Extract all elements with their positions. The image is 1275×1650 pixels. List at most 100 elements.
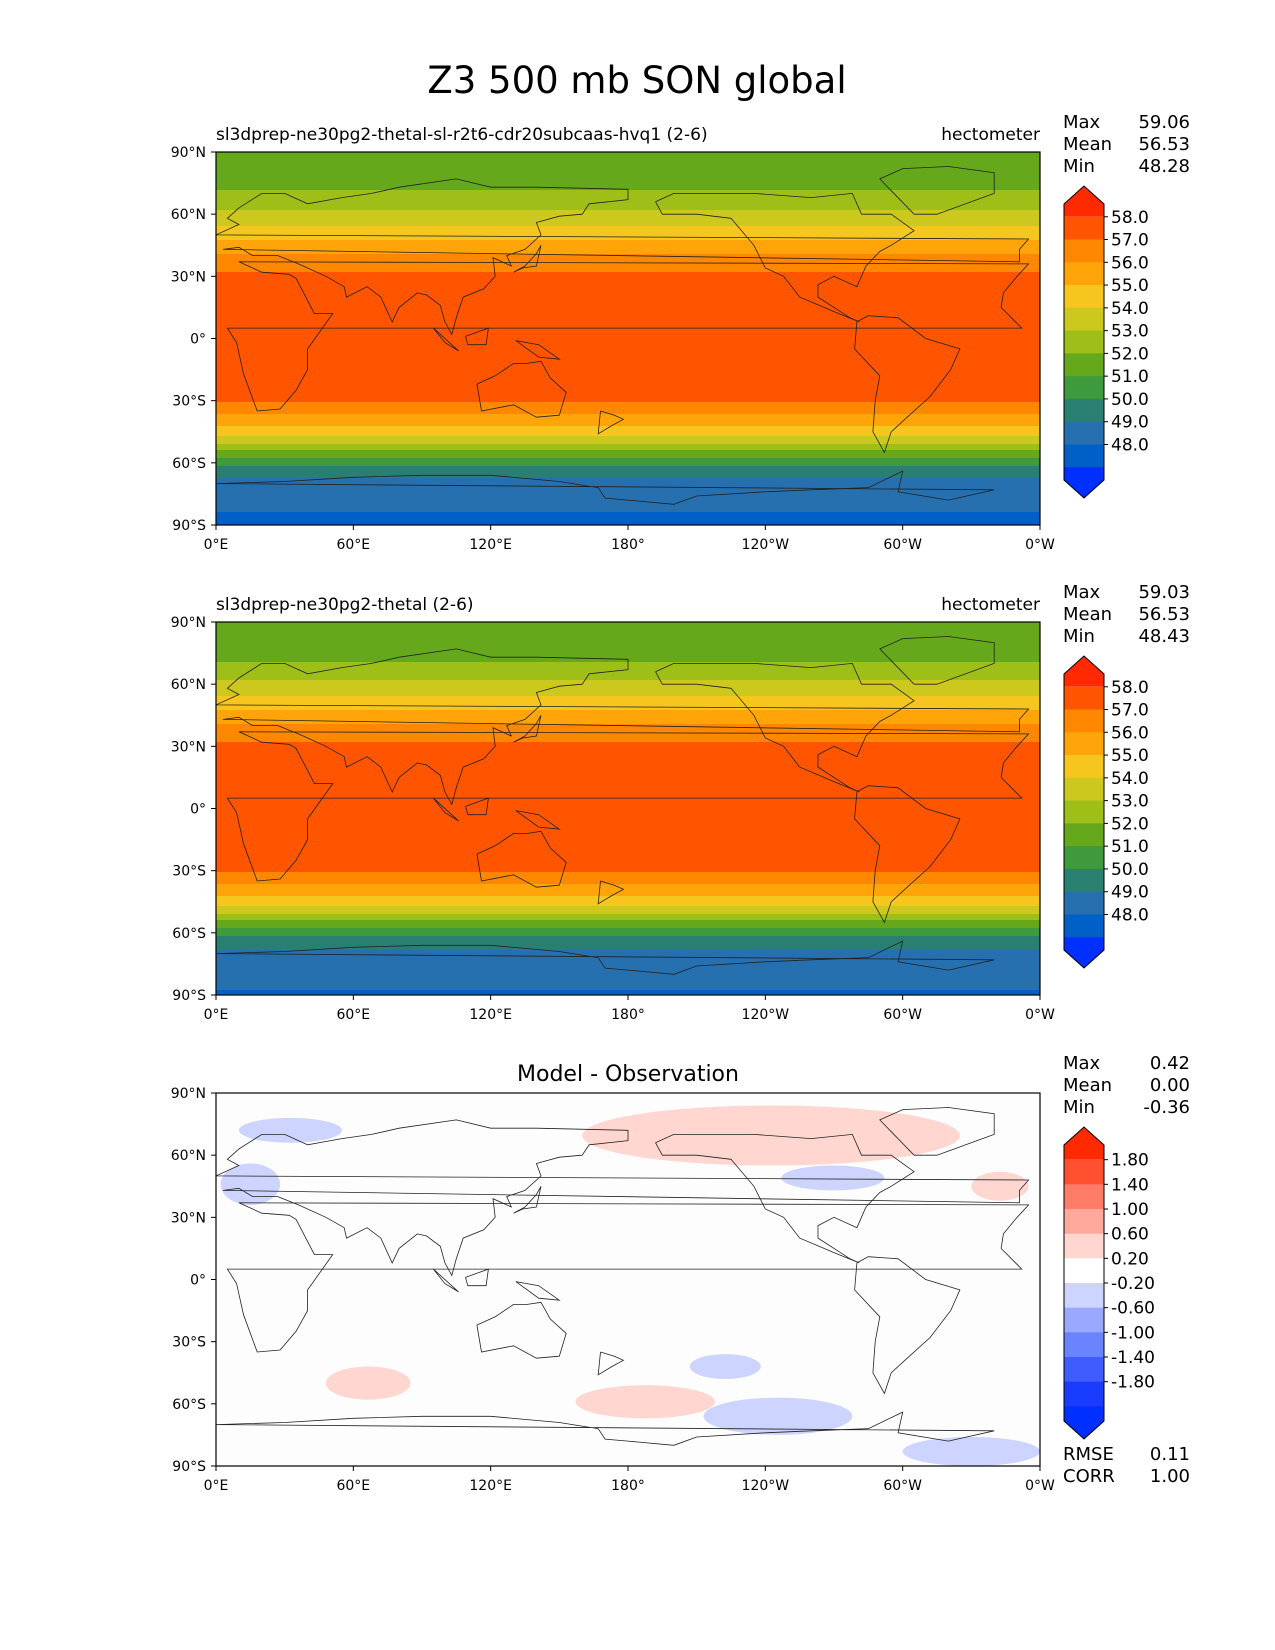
stat-label: Mean — [1063, 1075, 1112, 1096]
contour-band — [216, 274, 1040, 277]
contour-band — [216, 932, 1040, 935]
contour-band — [216, 364, 1040, 367]
contour-band — [216, 626, 1040, 629]
colorbar-band — [1064, 285, 1104, 309]
contour-band — [216, 152, 1040, 155]
contour-band — [216, 160, 1040, 163]
contour-band — [216, 172, 1040, 175]
contour-band — [216, 370, 1040, 373]
contour-band — [216, 178, 1040, 181]
positive-anomaly — [325, 1366, 411, 1400]
contour-band — [216, 760, 1040, 763]
contour-band — [216, 820, 1040, 823]
contour-band — [216, 232, 1040, 235]
contour-band — [216, 286, 1040, 289]
contour-band — [216, 816, 1040, 819]
colorbar-outline — [1063, 1126, 1105, 1440]
colorbar-tick-label: 51.0 — [1111, 367, 1149, 387]
contour-band — [216, 366, 1040, 369]
coastline — [226, 261, 1030, 412]
coastline — [216, 1411, 995, 1446]
contour-band — [216, 900, 1040, 903]
contour-band — [216, 246, 1040, 249]
x-tick-label: 120°W — [742, 537, 790, 553]
coastline — [515, 1281, 561, 1301]
map-panel-2: 90°N 60°N 30°N 0° 30°S 60°S 90°S 0°E 60°E 120°E 18… — [0, 582, 1190, 1023]
y-tick-label: 0° — [190, 332, 206, 348]
contour-band — [216, 226, 1040, 229]
contour-band — [216, 340, 1040, 343]
contour-band — [216, 288, 1040, 291]
contour-band — [216, 790, 1040, 793]
contour-band — [216, 324, 1040, 327]
contour-band — [216, 514, 1040, 517]
contour-band — [216, 282, 1040, 285]
corr-value: 1.00 — [1150, 1466, 1190, 1487]
contour-band — [216, 630, 1040, 633]
coastline — [226, 731, 1030, 882]
contour-band — [216, 838, 1040, 841]
y-tick-label: 90°S — [172, 988, 206, 1004]
positive-anomaly — [971, 1171, 1029, 1201]
colorbar-band — [1064, 444, 1104, 468]
contour-band — [216, 866, 1040, 869]
colorbar-band — [1064, 1307, 1104, 1333]
coastline — [515, 810, 561, 830]
coastline — [655, 1133, 915, 1264]
contour-band — [216, 478, 1040, 481]
contour-band — [216, 726, 1040, 729]
colorbar-tick-label: 55.0 — [1111, 276, 1149, 296]
contour-band — [216, 940, 1040, 943]
x-tick-label: 180° — [611, 1478, 645, 1494]
x-tick-label: 120°E — [469, 1478, 512, 1494]
contour-band — [216, 476, 1040, 479]
contour-band — [216, 654, 1040, 657]
contour-band — [216, 220, 1040, 223]
contour-band — [216, 688, 1040, 691]
coastline — [0, 1134, 90, 1263]
coastline — [433, 1268, 459, 1293]
contour-band — [216, 448, 1040, 451]
contour-band — [216, 876, 1040, 879]
colorbar-tick-label: 49.0 — [1111, 413, 1149, 433]
colorbar-tick-label: 49.0 — [1111, 883, 1149, 903]
coastline — [0, 649, 205, 805]
y-tick-label: 90°S — [172, 1459, 206, 1475]
contour-band — [216, 344, 1040, 347]
contour-band — [216, 910, 1040, 913]
x-tick-label: 0°W — [1025, 1478, 1055, 1494]
contour-band — [216, 826, 1040, 829]
x-tick-label: 60°W — [883, 1007, 922, 1023]
contour-band — [216, 352, 1040, 355]
contour-band — [216, 952, 1040, 955]
contour-band — [216, 234, 1040, 237]
contour-band — [216, 884, 1040, 887]
stat-label: Max — [1063, 1053, 1101, 1074]
map-panel-1: 90°N 60°N 30°N 0° 30°S 60°S 90°S 0°E 60°E 120°E 18… — [0, 112, 1190, 553]
panel-title: sl3dprep-ne30pg2-thetal-sl-r2t6-cdr20sub… — [216, 125, 708, 145]
contour-band — [216, 888, 1040, 891]
contour-band — [216, 808, 1040, 811]
contour-band — [216, 708, 1040, 711]
y-tick-label: 0° — [190, 1273, 206, 1289]
contour-band — [216, 930, 1040, 933]
contour-band — [216, 852, 1040, 855]
contour-band — [216, 158, 1040, 161]
colorbar-band — [1064, 330, 1104, 354]
colorbar-band — [1064, 1159, 1104, 1185]
contour-band — [216, 170, 1040, 173]
contour-band — [216, 360, 1040, 363]
contour-band — [216, 854, 1040, 857]
coastline — [0, 179, 205, 335]
contour-band — [216, 950, 1040, 953]
colorbar-tick-label: 0.20 — [1111, 1249, 1149, 1269]
x-tick-label: 0°E — [204, 1478, 229, 1494]
contour-band — [216, 168, 1040, 171]
contour-band — [216, 214, 1040, 217]
contour-band — [216, 494, 1040, 497]
contour-band — [216, 978, 1040, 981]
coastline — [0, 193, 90, 322]
contour-band — [216, 320, 1040, 323]
colorbar-extend-top — [1064, 656, 1104, 687]
contour-band — [216, 776, 1040, 779]
